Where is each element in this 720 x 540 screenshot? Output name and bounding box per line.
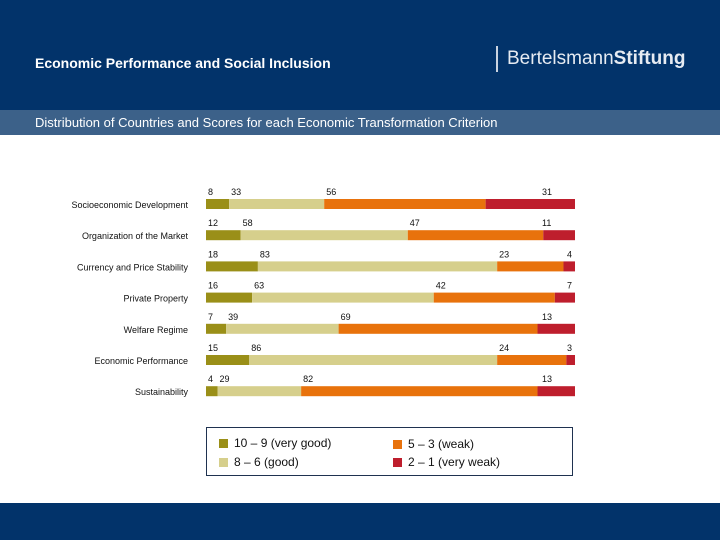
bar-segment [206, 199, 230, 209]
data-label: 33 [231, 187, 241, 197]
legend-item: 8 – 6 (good) [219, 455, 299, 469]
bar-segment [206, 261, 258, 272]
category-label: Welfare Regime [124, 325, 188, 335]
legend-item: 5 – 3 (weak) [393, 437, 474, 451]
bar-segment [338, 323, 538, 334]
data-label: 42 [436, 281, 446, 291]
data-label: 56 [326, 187, 336, 197]
category-label: Economic Performance [94, 356, 188, 366]
data-label: 16 [208, 281, 218, 291]
data-label: 18 [208, 249, 218, 259]
header-bar [0, 0, 720, 110]
data-label: 63 [254, 281, 264, 291]
legend-item: 10 – 9 (very good) [219, 436, 331, 450]
data-label: 13 [542, 374, 552, 384]
data-label: 15 [208, 343, 218, 353]
bar-segment [497, 355, 567, 365]
bar-segment [537, 323, 575, 334]
legend-item: 2 – 1 (very weak) [393, 455, 500, 469]
bar-segment [433, 292, 555, 303]
data-label: 23 [499, 249, 509, 259]
data-label: 4 [567, 249, 572, 259]
chart-subtitle: Distribution of Countries and Scores for… [35, 115, 498, 130]
data-label: 8 [208, 187, 213, 197]
bar-segment [566, 355, 575, 365]
bar-segment [206, 230, 241, 241]
data-label: 12 [208, 218, 218, 228]
bar-segment [240, 230, 408, 241]
bar-segment [217, 386, 302, 397]
data-label: 58 [243, 218, 253, 228]
legend-label: 2 – 1 (very weak) [408, 455, 501, 469]
category-label: Socioeconomic Development [71, 200, 188, 210]
bar-segment [563, 261, 575, 272]
bar-segment [497, 261, 564, 272]
legend-swatch [219, 457, 228, 467]
bar-segment [324, 199, 486, 209]
bar-segment [554, 292, 575, 303]
category-label: Currency and Price Stability [77, 262, 189, 272]
data-label: 11 [542, 218, 551, 228]
data-label: 47 [410, 218, 420, 228]
bar-segment [206, 386, 218, 397]
data-label: 29 [220, 374, 230, 384]
legend-label: 8 – 6 (good) [234, 455, 299, 469]
bertelsmann-logo: BertelsmannStiftung [496, 46, 685, 72]
bar-segment [485, 199, 575, 209]
data-label: 39 [228, 312, 238, 322]
bar-segment [301, 386, 538, 397]
category-label: Organization of the Market [82, 231, 189, 241]
subtitle-band [0, 110, 720, 135]
bar-segment [249, 355, 498, 365]
legend-label: 10 – 9 (very good) [234, 436, 332, 450]
bar-segment [407, 230, 544, 241]
legend-swatch [219, 438, 228, 448]
footer-bar [0, 503, 720, 540]
category-label: Private Property [123, 294, 188, 304]
data-label: 69 [341, 312, 351, 322]
legend-label: 5 – 3 (weak) [408, 437, 475, 451]
bar-segment [206, 323, 227, 334]
bar-segment [252, 292, 434, 303]
data-label: 31 [542, 187, 552, 197]
data-label: 4 [208, 374, 213, 384]
data-label: 86 [251, 343, 261, 353]
data-label: 24 [499, 343, 509, 353]
bar-segment [206, 355, 250, 365]
bar-segment [206, 292, 253, 303]
data-label: 3 [567, 343, 572, 353]
bar-segment [229, 199, 325, 209]
bar-segment [226, 323, 339, 334]
data-label: 7 [567, 281, 572, 291]
legend-swatch [393, 457, 402, 467]
data-label: 83 [260, 249, 270, 259]
bar-segment [257, 261, 498, 272]
legend: 10 – 9 (very good) 8 – 6 (good) 5 – 3 (w… [206, 427, 573, 476]
category-label: Sustainability [135, 387, 189, 397]
bar-segment [543, 230, 575, 241]
legend-swatch [393, 439, 402, 449]
data-label: 7 [208, 312, 213, 322]
page-title: Economic Performance and Social Inclusio… [35, 55, 331, 71]
bar-segment [537, 386, 575, 397]
data-label: 82 [303, 374, 313, 384]
data-label: 13 [542, 312, 552, 322]
